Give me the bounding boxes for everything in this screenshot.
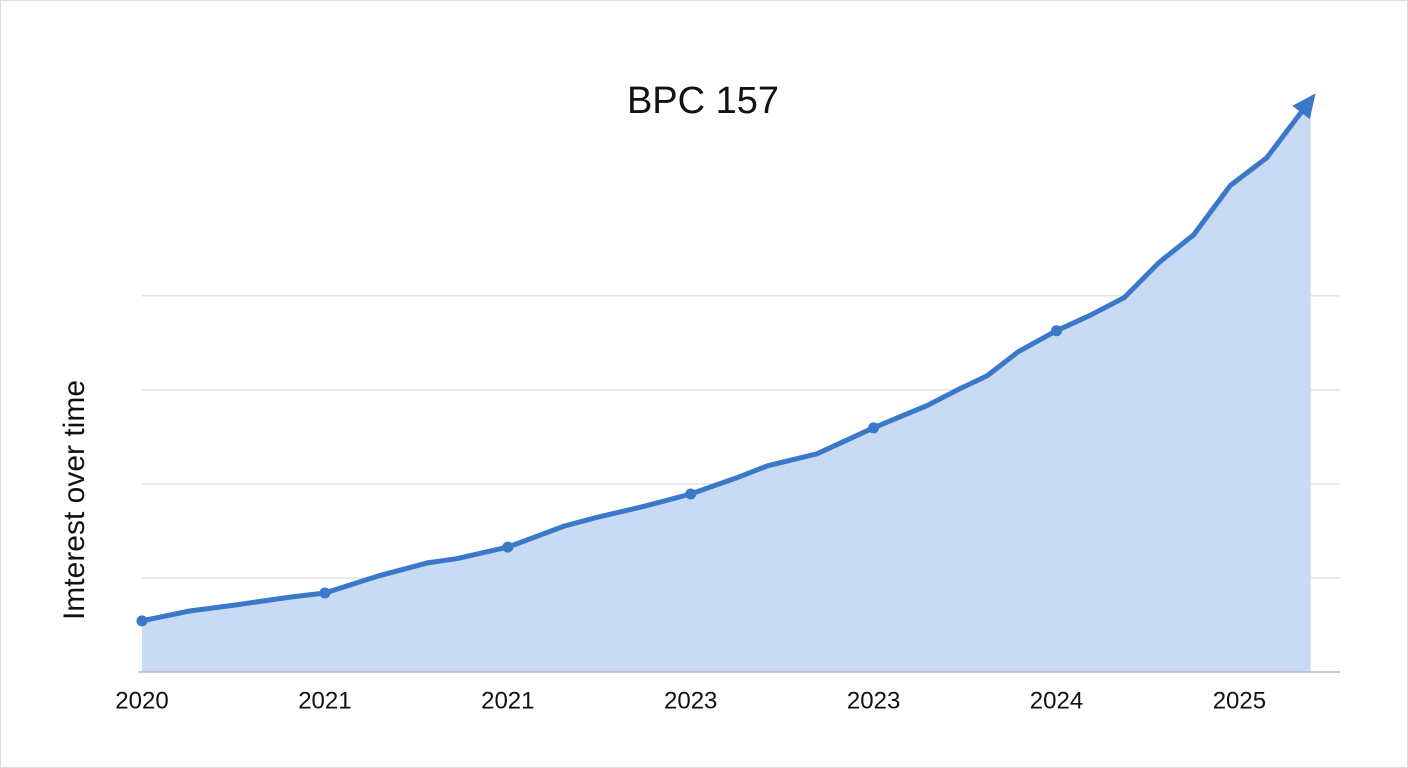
marker [685,488,697,500]
arrowhead [1292,93,1316,120]
marker [319,587,331,599]
x-tick-label: 2025 [1213,687,1266,714]
marker [1051,325,1063,337]
marker [136,615,148,627]
y-axis-label: Imterest over time [58,380,91,620]
x-tick-label: 2020 [115,687,168,714]
area [142,99,1311,672]
marker [868,422,880,434]
x-tick-label: 2021 [481,687,534,714]
x-tick-label: 2024 [1030,687,1083,714]
line [139,97,1314,624]
x-tick-label: 2021 [298,687,351,714]
x-tick-label: 2023 [847,687,900,714]
chart-title: BPC 157 [627,80,779,122]
marker [502,541,514,553]
x-tick-label: 2023 [664,687,717,714]
